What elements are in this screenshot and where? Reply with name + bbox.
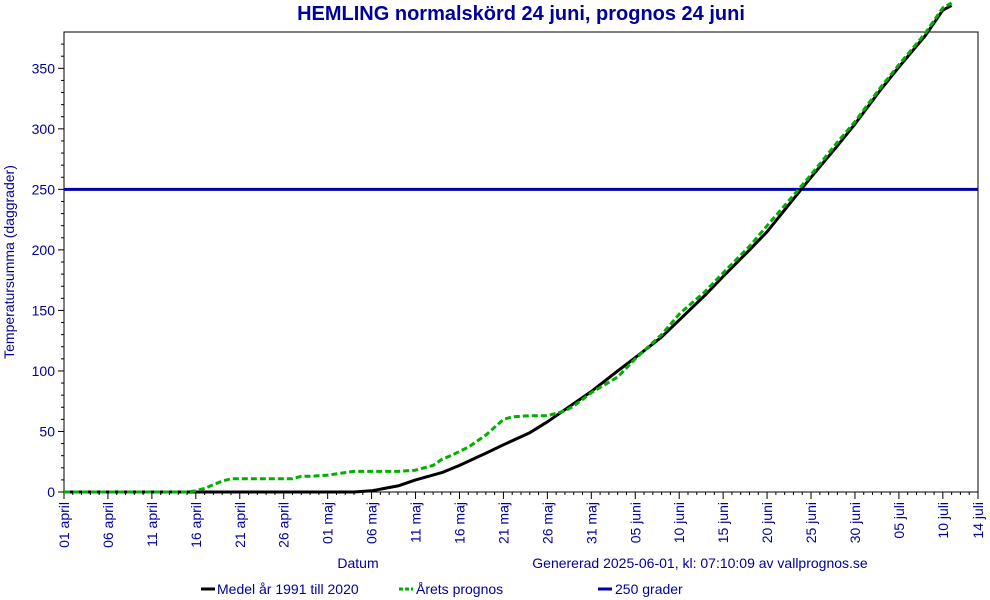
x-tick-label: 25 juni <box>803 502 819 543</box>
x-axis: 01 april 06 april 11 april 16 april 21 april… <box>56 492 986 548</box>
x-tick-label: 10 juli <box>935 502 951 539</box>
y-tick-label: 100 <box>32 363 56 379</box>
y-tick-label: 350 <box>32 60 56 76</box>
legend: Medel år 1991 till 2020 Årets prognos 250 … <box>201 581 683 597</box>
y-tick-label: 150 <box>32 302 56 318</box>
generated-note: Genererad 2025-06-01, kl: 07:10:09 av va… <box>532 555 868 571</box>
x-tick-label: 30 juni <box>847 502 863 543</box>
y-tick-label: 50 <box>39 423 55 439</box>
y-axis-title: Temperatursumma (daggrader) <box>1 165 17 359</box>
x-tick-label: 01 maj <box>320 502 336 544</box>
x-tick-label: 01 april <box>56 502 72 548</box>
x-tick-label: 05 juli <box>891 502 907 539</box>
x-tick-label: 06 april <box>100 502 116 548</box>
series-layer <box>64 1 978 494</box>
x-tick-label: 10 juni <box>671 502 687 543</box>
legend-label-0: Medel år 1991 till 2020 <box>217 581 359 597</box>
x-tick-label: 11 april <box>144 502 160 547</box>
y-tick-label: 200 <box>32 242 56 258</box>
x-tick-label: 15 juni <box>715 502 731 543</box>
y-axis: 0 50 100 150 200 250 300 350 <box>32 43 64 500</box>
x-tick-label: 14 juli <box>970 502 986 539</box>
plot-area <box>63 31 979 493</box>
x-tick-label: 06 maj <box>364 502 380 544</box>
x-tick-label: 21 april <box>232 502 248 548</box>
x-tick-label: 16 maj <box>451 502 467 544</box>
y-tick-label: 250 <box>32 181 56 197</box>
x-tick-label: 05 juni <box>627 502 643 543</box>
x-tick-label: 21 maj <box>495 502 511 544</box>
x-axis-title: Datum <box>337 555 378 571</box>
chart-title: HEMLING normalskörd 24 juni, prognos 24 … <box>297 3 745 25</box>
y-tick-label: 0 <box>47 484 55 500</box>
legend-label-2: 250 grader <box>615 581 683 597</box>
x-tick-label: 20 juni <box>759 502 775 543</box>
legend-label-1: Årets prognos <box>416 581 503 597</box>
series-line-1 <box>64 1 953 494</box>
x-tick-label: 26 april <box>276 502 292 548</box>
x-tick-label: 11 maj <box>408 502 424 543</box>
x-tick-label: 16 april <box>188 502 204 548</box>
x-tick-label: 26 maj <box>539 502 555 544</box>
x-tick-label: 31 maj <box>583 502 599 544</box>
y-tick-label: 300 <box>32 121 56 137</box>
